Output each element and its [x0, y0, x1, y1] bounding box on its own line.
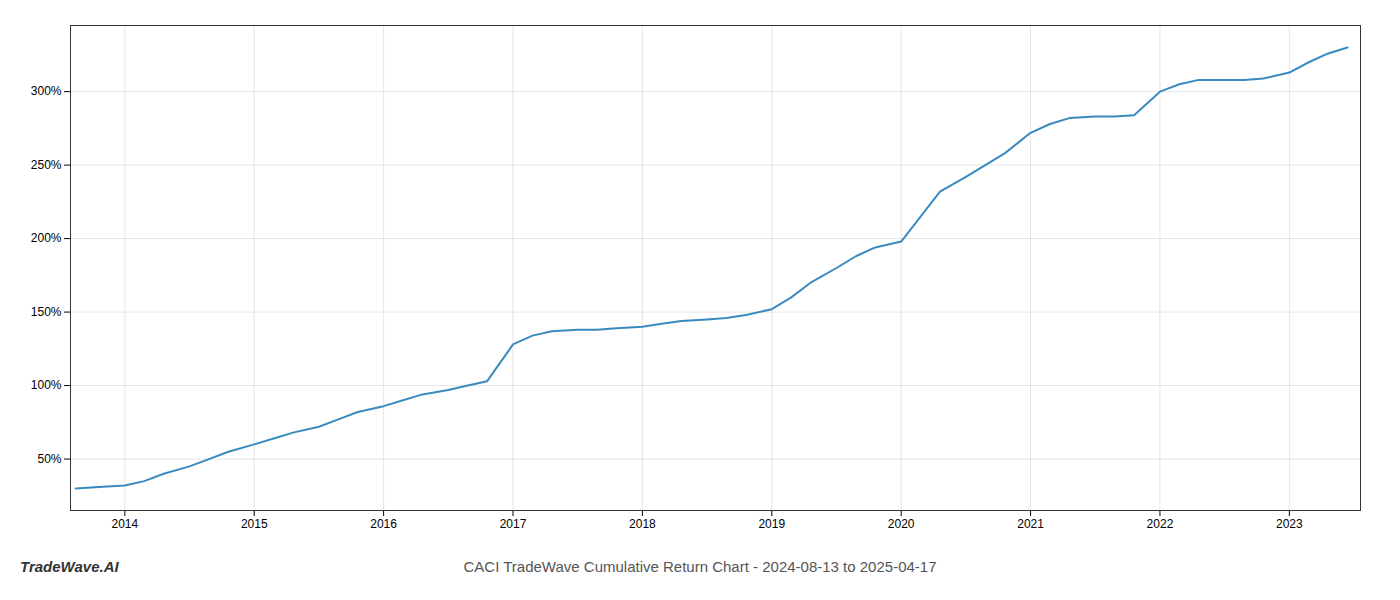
svg-text:2016: 2016: [370, 517, 397, 531]
svg-text:300%: 300%: [31, 84, 62, 98]
svg-text:2017: 2017: [500, 517, 527, 531]
svg-text:2021: 2021: [1017, 517, 1044, 531]
svg-text:2019: 2019: [758, 517, 785, 531]
svg-text:100%: 100%: [31, 378, 62, 392]
svg-text:2023: 2023: [1276, 517, 1303, 531]
svg-text:150%: 150%: [31, 305, 62, 319]
svg-text:200%: 200%: [31, 231, 62, 245]
svg-text:2014: 2014: [111, 517, 138, 531]
svg-text:50%: 50%: [37, 452, 61, 466]
svg-text:2015: 2015: [241, 517, 268, 531]
svg-text:250%: 250%: [31, 158, 62, 172]
html-text:TradeWave.AI: TradeWave.AI: [20, 558, 119, 575]
svg-text:2022: 2022: [1147, 517, 1174, 531]
html-text:CACI TradeWave Cumulative Retu: CACI TradeWave Cumulative Return Chart -…: [463, 558, 937, 575]
svg-text:2020: 2020: [888, 517, 915, 531]
svg-text:2018: 2018: [629, 517, 656, 531]
